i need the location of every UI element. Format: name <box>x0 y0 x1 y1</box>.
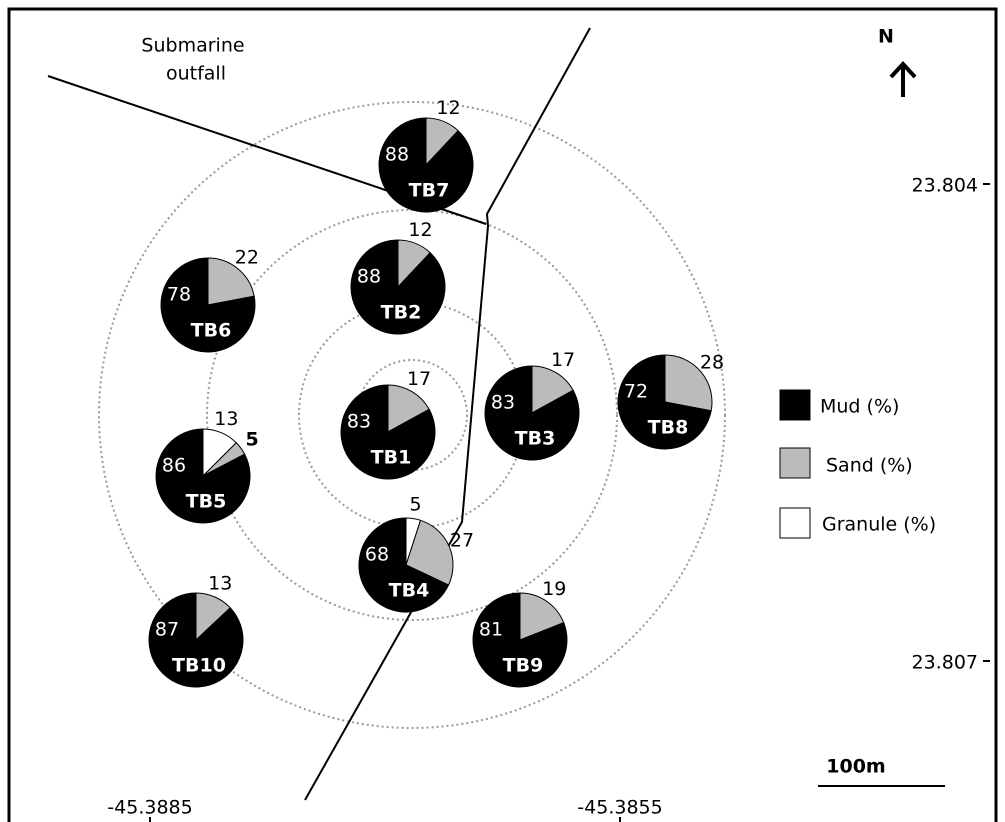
sand-label: 12 <box>436 97 460 119</box>
mud-label: 78 <box>167 284 191 306</box>
sand-label: 17 <box>407 368 431 390</box>
mud-label: 88 <box>385 144 409 166</box>
pie-slice-mud <box>378 117 474 213</box>
pie-slice-sand <box>387 384 430 433</box>
sand-label: 13 <box>208 573 232 595</box>
frame <box>7 7 998 822</box>
sand-label: 22 <box>235 246 259 268</box>
sand-label: 27 <box>450 529 474 551</box>
mud-label: 88 <box>357 266 381 288</box>
pie-slice-sand <box>664 354 713 412</box>
pie-slice-mud <box>484 365 580 461</box>
legend-label: Granule (%) <box>822 514 936 536</box>
lon-label: -45.3885 <box>107 797 192 819</box>
scale-label: 100m <box>826 756 885 778</box>
pie-slice-mud <box>472 592 568 688</box>
legend-swatch <box>779 447 811 479</box>
granule-label: 13 <box>214 408 238 430</box>
sand-label: 19 <box>542 578 566 600</box>
station-name: TB6 <box>191 320 232 342</box>
lat-label: 23.804 <box>912 175 978 197</box>
pie-slice-mud <box>155 428 251 524</box>
mud-label: 87 <box>155 619 179 641</box>
lon-label: -45.3855 <box>577 797 662 819</box>
station-name: TB3 <box>515 428 556 450</box>
pie-slice-mud <box>350 239 446 335</box>
sand-label: 12 <box>408 219 432 241</box>
legend-swatch <box>779 389 811 421</box>
sand-label: 17 <box>551 349 575 371</box>
pie-slice-sand <box>405 519 454 586</box>
pie-slice-sand <box>531 365 574 414</box>
station-name: TB2 <box>381 302 422 324</box>
pie-slice-mud <box>340 384 436 480</box>
pie-slice-mud <box>148 592 244 688</box>
legend-label: Mud (%) <box>820 396 899 418</box>
pie-slice-mud <box>358 517 450 613</box>
mud-label: 81 <box>479 619 503 641</box>
mud-label: 86 <box>162 455 186 477</box>
mud-label: 72 <box>624 381 648 403</box>
legend-label: Sand (%) <box>826 455 913 477</box>
station-name: TB9 <box>503 655 544 677</box>
pie-slice-sand <box>519 592 565 641</box>
legend-swatch <box>779 507 811 539</box>
station-name: TB10 <box>172 655 226 677</box>
station-name: TB5 <box>186 491 227 513</box>
pie-slice-sand <box>207 257 255 306</box>
north-label: N <box>878 26 894 48</box>
pie-slice-mud <box>160 257 256 353</box>
granule-label: 5 <box>409 493 421 515</box>
station-name: TB4 <box>389 580 430 602</box>
mud-label: 83 <box>347 411 371 433</box>
north-arrow <box>889 61 917 97</box>
mud-label: 83 <box>491 392 515 414</box>
station-name: TB1 <box>371 447 412 469</box>
sand-label: 28 <box>700 352 724 374</box>
station-name: TB8 <box>648 417 689 439</box>
mud-label: 68 <box>365 544 389 566</box>
outfall-label: outfall <box>166 63 226 85</box>
outfall-label: Submarine <box>141 35 244 57</box>
sand-label: 5 <box>246 428 259 450</box>
station-name: TB7 <box>409 180 450 202</box>
lat-label: 23.807 <box>912 652 978 674</box>
pie-slice-mud <box>617 354 712 450</box>
